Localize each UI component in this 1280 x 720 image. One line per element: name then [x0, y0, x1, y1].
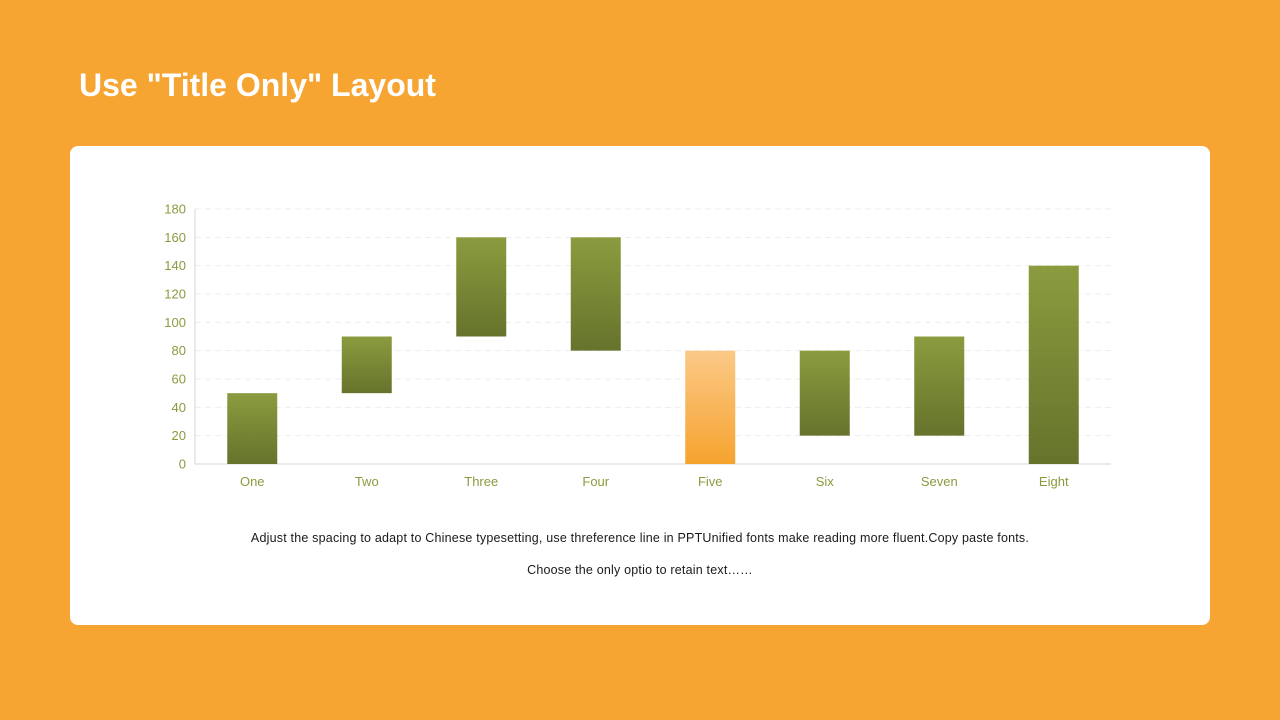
x-tick-label: Five	[698, 474, 723, 489]
bar-seven	[914, 336, 965, 436]
x-tick-label: Seven	[921, 474, 958, 489]
y-tick-label: 0	[179, 457, 186, 472]
y-tick-label: 80	[172, 343, 186, 358]
y-tick-label: 120	[164, 287, 186, 302]
y-tick-label: 100	[164, 315, 186, 330]
x-tick-label: One	[240, 474, 265, 489]
y-tick-label: 140	[164, 258, 186, 273]
x-tick-label: Six	[816, 474, 835, 489]
bar-five	[685, 350, 736, 464]
x-tick-label: Four	[582, 474, 609, 489]
caption-text: Adjust the spacing to adapt to Chinese t…	[250, 531, 1030, 577]
y-tick-label: 40	[172, 400, 186, 415]
bar-two	[341, 336, 392, 394]
y-tick-label: 160	[164, 230, 186, 245]
slide-title: Use "Title Only" Layout	[79, 67, 436, 103]
bar-four	[570, 237, 621, 351]
x-tick-label: Eight	[1039, 474, 1069, 489]
x-tick-label: Two	[355, 474, 379, 489]
bar-six	[799, 350, 850, 436]
content-card: 0 20 40 60 80 100 120 140 160 180 One Two Three Four F…	[70, 146, 1210, 625]
bar-one	[227, 393, 278, 464]
bar-eight	[1028, 265, 1079, 464]
y-tick-label: 60	[172, 372, 186, 387]
bar-three	[456, 237, 507, 337]
y-tick-label: 20	[172, 428, 186, 443]
y-tick-label: 180	[164, 202, 186, 217]
floating-bar-chart: 0 20 40 60 80 100 120 140 160 180 One Two Three Four F…	[164, 202, 1111, 489]
x-tick-label: Three	[464, 474, 498, 489]
